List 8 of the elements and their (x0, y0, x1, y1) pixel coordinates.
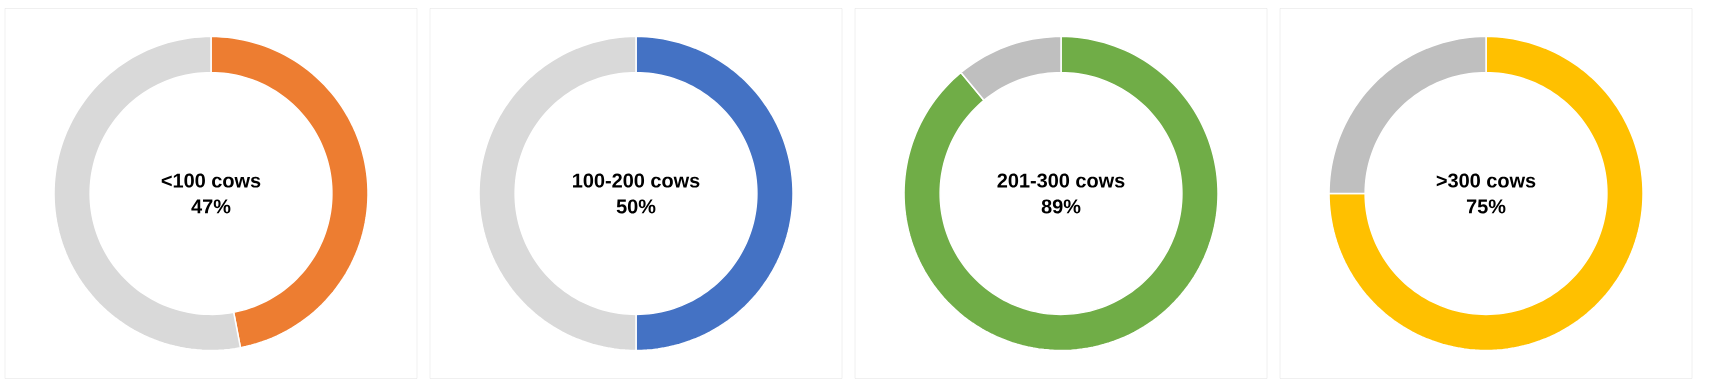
text: 89% (1041, 199, 1081, 214)
text: <100 cows (161, 173, 261, 188)
text: 50% (616, 199, 656, 214)
text: 201-300 cows (997, 173, 1125, 188)
text: 100-200 cows (573, 173, 700, 188)
text: >300 cows (1436, 173, 1536, 188)
text: 75% (1466, 199, 1506, 214)
text: 47% (191, 199, 231, 214)
